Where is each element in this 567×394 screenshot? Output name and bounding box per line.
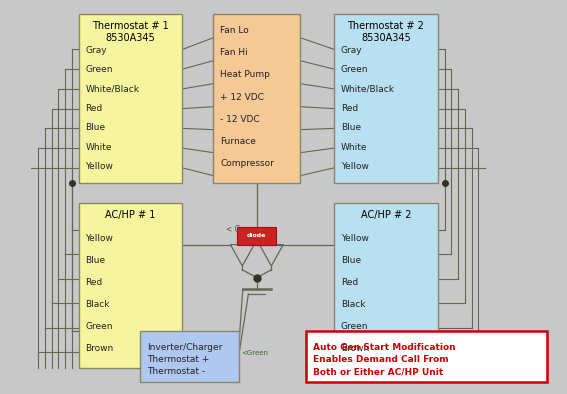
Text: Red: Red <box>85 278 103 287</box>
Text: Blue: Blue <box>341 123 361 132</box>
Text: Yellow: Yellow <box>85 162 113 171</box>
Text: Gray: Gray <box>341 45 362 54</box>
Text: Yellow: Yellow <box>341 162 369 171</box>
Text: Red: Red <box>341 278 358 287</box>
Text: Brown: Brown <box>85 344 113 353</box>
Text: + 12 VDC: + 12 VDC <box>220 93 264 102</box>
FancyBboxPatch shape <box>79 203 183 368</box>
Text: Thermostat # 1
8530A345: Thermostat # 1 8530A345 <box>92 21 169 43</box>
Text: Fan Hi: Fan Hi <box>220 48 248 57</box>
Text: <Green: <Green <box>242 349 268 355</box>
FancyBboxPatch shape <box>213 15 301 183</box>
Text: Thermostat +: Thermostat + <box>147 355 209 364</box>
Text: Gray: Gray <box>85 45 107 54</box>
Text: White: White <box>85 143 112 152</box>
Text: Green: Green <box>85 65 113 74</box>
Text: - 12 VDC: - 12 VDC <box>220 115 260 124</box>
Text: diode: diode <box>247 233 266 238</box>
FancyBboxPatch shape <box>334 203 438 368</box>
Text: Furnace: Furnace <box>220 137 256 146</box>
Text: Heat Pump: Heat Pump <box>220 71 270 80</box>
FancyBboxPatch shape <box>79 15 183 183</box>
Text: White: White <box>341 143 367 152</box>
Text: Blue: Blue <box>85 256 105 265</box>
FancyBboxPatch shape <box>140 331 239 381</box>
Text: Thermostat -: Thermostat - <box>147 367 205 376</box>
Text: White/Black: White/Black <box>85 84 139 93</box>
Text: Blue: Blue <box>341 256 361 265</box>
Text: Inverter/Charger: Inverter/Charger <box>147 343 222 352</box>
Text: Black: Black <box>85 300 110 309</box>
Text: Yellow: Yellow <box>85 234 113 243</box>
Text: < Green >: < Green > <box>226 225 266 234</box>
Text: Yellow: Yellow <box>341 234 369 243</box>
Text: Thermostat # 2
8530A345: Thermostat # 2 8530A345 <box>348 21 425 43</box>
Text: White/Black: White/Black <box>341 84 395 93</box>
Text: Green: Green <box>341 322 369 331</box>
Text: AC/HP # 2: AC/HP # 2 <box>361 210 411 220</box>
Text: Fan Lo: Fan Lo <box>220 26 249 35</box>
FancyBboxPatch shape <box>237 227 277 245</box>
Text: Auto Gen Start Modification: Auto Gen Start Modification <box>312 343 455 352</box>
Text: Red: Red <box>85 104 103 113</box>
Text: Both or Either AC/HP Unit: Both or Either AC/HP Unit <box>312 367 443 376</box>
Text: Green: Green <box>85 322 113 331</box>
Text: Blue: Blue <box>85 123 105 132</box>
FancyBboxPatch shape <box>306 331 547 381</box>
Text: Red: Red <box>341 104 358 113</box>
Text: Enables Demand Call From: Enables Demand Call From <box>312 355 448 364</box>
Text: Black: Black <box>341 300 365 309</box>
Text: Green: Green <box>341 65 369 74</box>
Text: Compressor: Compressor <box>220 159 274 168</box>
Text: Brown: Brown <box>341 344 369 353</box>
FancyBboxPatch shape <box>334 15 438 183</box>
Text: AC/HP # 1: AC/HP # 1 <box>105 210 156 220</box>
